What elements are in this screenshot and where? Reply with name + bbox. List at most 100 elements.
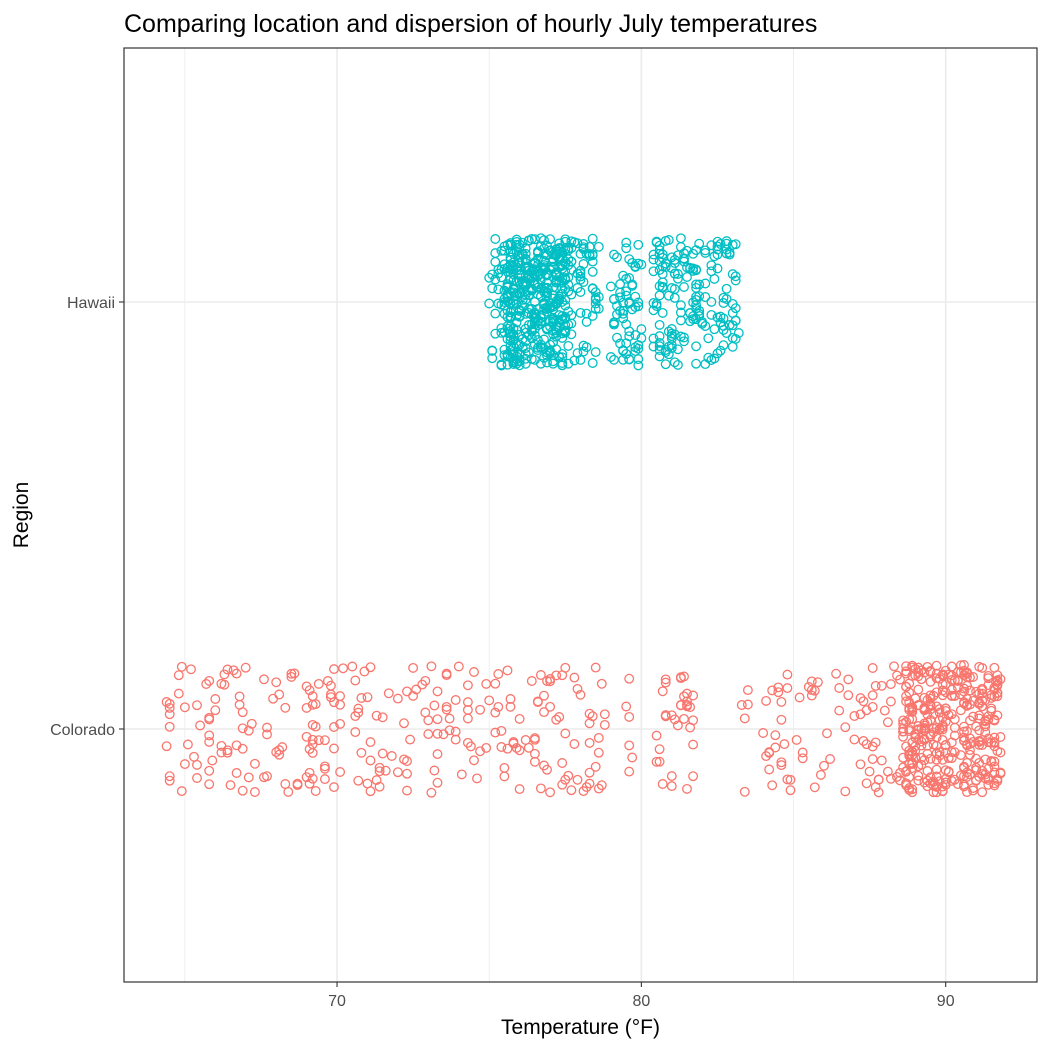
colorado-point [995, 767, 1006, 778]
colorado-point [539, 690, 549, 701]
colorado-point [867, 741, 878, 752]
hawaii-point [560, 236, 571, 247]
hawaii-point [587, 256, 598, 267]
colorado-point [277, 742, 288, 753]
colorado-point [514, 745, 525, 756]
colorado-point [590, 662, 601, 673]
colorado-point [179, 759, 190, 770]
colorado-point [529, 756, 540, 767]
colorado-point [946, 675, 957, 685]
colorado-point [310, 786, 321, 796]
hawaii-point [539, 260, 549, 270]
hawaii-point [669, 254, 680, 265]
colorado-point [350, 675, 361, 686]
colorado-point [977, 765, 988, 776]
hawaii-point [712, 244, 723, 255]
hawaii-point [548, 293, 559, 304]
colorado-point [362, 692, 373, 703]
hawaii-point [523, 262, 534, 272]
colorado-point [962, 771, 972, 782]
hawaii-point [706, 266, 717, 277]
hawaii-point [563, 279, 574, 290]
colorado-point [319, 774, 330, 785]
hawaii-point [593, 303, 604, 314]
colorado-point [873, 787, 884, 798]
colorado-point [977, 695, 988, 706]
y-tick-label: Hawaii [67, 295, 115, 312]
y-tick-label: Colorado [50, 722, 115, 739]
hawaii-point [669, 357, 680, 368]
hawaii-point [505, 298, 516, 309]
colorado-point [575, 689, 586, 700]
colorado-point [913, 725, 924, 736]
colorado-point [429, 765, 440, 776]
hawaii-point [529, 316, 540, 327]
hawaii-point [557, 296, 568, 307]
colorado-point [989, 780, 1000, 791]
colorado-point [210, 694, 221, 704]
hawaii-point [508, 341, 519, 352]
colorado-point [974, 739, 985, 750]
hawaii-point [685, 263, 696, 274]
colorado-point [475, 704, 486, 715]
hawaii-point [718, 298, 729, 308]
hawaii-point [526, 354, 537, 364]
colorado-point [274, 689, 285, 700]
colorado-point [557, 758, 568, 768]
colorado-point [657, 686, 668, 697]
colorado-point [782, 774, 793, 785]
hawaii-point [502, 289, 513, 300]
colorado-point [377, 748, 388, 759]
colorado-point [794, 692, 805, 703]
colorado-point [307, 747, 318, 758]
colorado-point [237, 707, 248, 718]
colorado-point [228, 665, 239, 676]
colorado-point [742, 685, 753, 696]
hawaii-point [648, 266, 659, 277]
colorado-point [910, 693, 921, 704]
hawaii-point [563, 306, 574, 317]
hawaii-point [526, 319, 537, 330]
colorado-point [736, 700, 747, 710]
hawaii-point [484, 272, 495, 283]
colorado-point [529, 734, 540, 745]
plot-panel [124, 48, 1037, 982]
colorado-point [861, 739, 872, 750]
hawaii-point [539, 343, 549, 354]
colorado-point [371, 710, 382, 721]
colorado-point [776, 760, 787, 771]
hawaii-point [532, 289, 543, 300]
hawaii-point [621, 348, 632, 359]
colorado-point [916, 674, 927, 685]
hawaii-point [669, 292, 680, 303]
colorado-point [791, 734, 802, 745]
colorado-point [815, 769, 826, 780]
colorado-point [688, 739, 699, 750]
colorado-point [937, 690, 948, 701]
hawaii-point [627, 257, 638, 268]
colorado-point [931, 754, 942, 765]
colorado-point [240, 662, 251, 673]
hawaii-point [560, 234, 571, 245]
hawaii-point [618, 308, 629, 319]
hawaii-point [721, 283, 732, 294]
hawaii-point [663, 235, 674, 245]
colorado-point [962, 740, 972, 751]
hawaii-point [532, 253, 543, 264]
colorado-point [627, 752, 638, 763]
hawaii-point [575, 307, 586, 318]
colorado-point [889, 661, 899, 672]
colorado-point [511, 742, 522, 753]
colorado-point [651, 756, 662, 767]
colorado-point [462, 680, 473, 691]
colorado-point [654, 744, 665, 755]
colorado-point [432, 686, 443, 697]
colorado-point [399, 754, 409, 765]
hawaii-point [706, 309, 717, 320]
hawaii-point [648, 254, 659, 265]
colorado-point [797, 753, 808, 764]
hawaii-point [700, 247, 711, 258]
colorado-point [907, 660, 918, 671]
hawaii-point [560, 327, 571, 338]
hawaii-point [721, 328, 732, 338]
